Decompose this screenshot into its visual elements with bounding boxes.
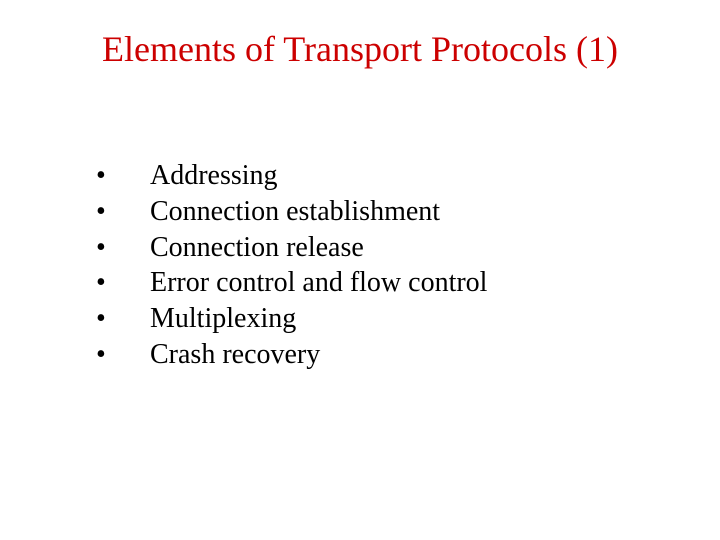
bullet-icon: • [96, 301, 150, 337]
bullet-icon: • [96, 337, 150, 373]
slide: Elements of Transport Protocols (1) • Ad… [0, 0, 720, 540]
list-item-text: Error control and flow control [150, 265, 720, 301]
list-item: • Multiplexing [96, 301, 720, 337]
list-item: • Error control and flow control [96, 265, 720, 301]
list-item: • Addressing [96, 158, 720, 194]
bullet-icon: • [96, 230, 150, 266]
bullet-list: • Addressing • Connection establishment … [96, 158, 720, 373]
list-item: • Connection establishment [96, 194, 720, 230]
list-item-text: Addressing [150, 158, 720, 194]
list-item-text: Connection establishment [150, 194, 720, 230]
list-item: • Connection release [96, 230, 720, 266]
list-item: • Crash recovery [96, 337, 720, 373]
slide-title: Elements of Transport Protocols (1) [0, 28, 720, 70]
bullet-icon: • [96, 265, 150, 301]
bullet-icon: • [96, 158, 150, 194]
list-item-text: Crash recovery [150, 337, 720, 373]
bullet-icon: • [96, 194, 150, 230]
list-item-text: Connection release [150, 230, 720, 266]
list-item-text: Multiplexing [150, 301, 720, 337]
